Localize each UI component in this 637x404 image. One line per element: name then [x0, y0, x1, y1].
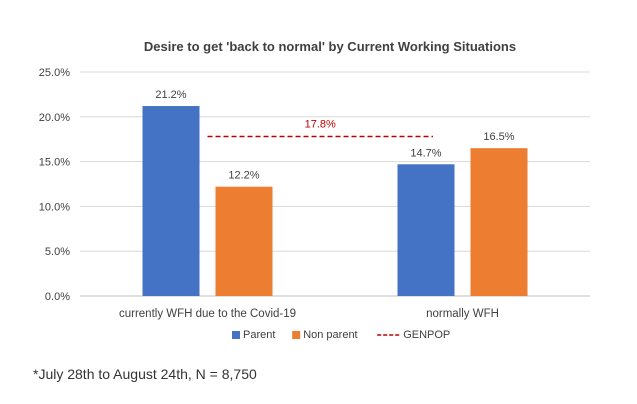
genpop-label: 17.8%	[305, 119, 336, 131]
category-label: currently WFH due to the Covid-19	[119, 308, 296, 320]
bar-non-parent	[215, 186, 273, 296]
bar-parent	[397, 164, 455, 296]
footnote: *July 28th to August 24th, N = 8,750	[33, 366, 257, 382]
y-tick-label: 0.0%	[45, 291, 70, 303]
legend-label: Non parent	[303, 329, 357, 341]
legend-label: GENPOP	[403, 329, 450, 341]
data-label: 21.2%	[155, 89, 186, 101]
y-axis-tick-labels: 0.0% 5.0% 10.0% 15.0% 20.0% 25.0%	[39, 67, 70, 303]
y-tick-label: 25.0%	[39, 67, 70, 79]
genpop-reference: 17.8%	[207, 119, 433, 138]
bar-non-parent	[470, 148, 528, 296]
data-label: 12.2%	[228, 170, 259, 182]
data-label: 14.7%	[410, 147, 441, 159]
y-tick-label: 20.0%	[39, 112, 70, 124]
bar-parent	[142, 106, 200, 296]
y-tick-label: 5.0%	[45, 246, 70, 258]
chart-container: Desire to get 'back to normal' by Curren…	[39, 39, 590, 341]
x-axis-category-labels: currently WFH due to the Covid-19 normall…	[119, 308, 499, 320]
bar-chart: Desire to get 'back to normal' by Curren…	[39, 39, 590, 341]
data-label: 16.5%	[483, 131, 514, 143]
y-tick-label: 10.0%	[39, 201, 70, 213]
y-tick-label: 15.0%	[39, 157, 70, 169]
legend-swatch-non-parent	[292, 331, 301, 339]
legend-label: Parent	[243, 329, 275, 341]
legend-swatch-parent	[232, 331, 240, 339]
bars	[142, 106, 528, 296]
category-label: normally WFH	[426, 308, 499, 320]
chart-title: Desire to get 'back to normal' by Curren…	[144, 39, 516, 54]
data-labels: 21.2% 12.2% 14.7% 16.5%	[155, 89, 514, 182]
legend: Parent Non parent GENPOP	[232, 329, 450, 341]
